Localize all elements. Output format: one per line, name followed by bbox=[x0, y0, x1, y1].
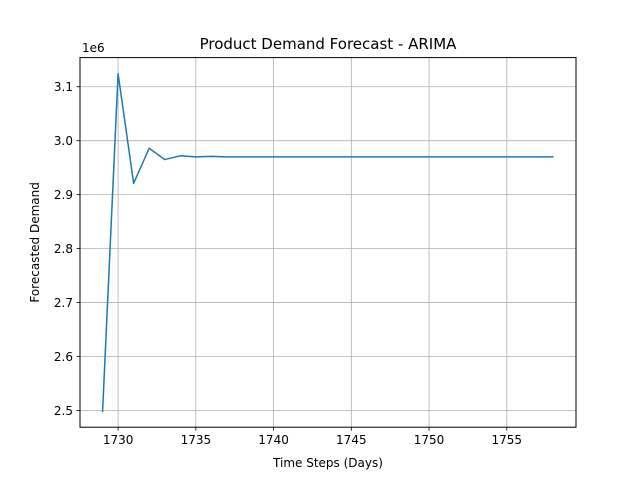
x-axis-label: Time Steps (Days) bbox=[272, 456, 383, 470]
x-tick-label: 1755 bbox=[492, 433, 523, 447]
x-axis: 1730 1735 1740 1745 1750 1755 bbox=[103, 427, 522, 447]
chart-title: Product Demand Forecast - ARIMA bbox=[200, 35, 458, 53]
y-offset-label: 1e6 bbox=[82, 41, 105, 55]
y-tick-label: 2.9 bbox=[54, 188, 73, 202]
y-tick-label: 2.6 bbox=[54, 350, 73, 364]
x-tick-label: 1745 bbox=[336, 433, 367, 447]
series-layer bbox=[101, 73, 554, 413]
x-tick-label: 1735 bbox=[181, 433, 212, 447]
y-tick-label: 2.7 bbox=[54, 296, 73, 310]
y-tick-label: 2.5 bbox=[54, 404, 73, 418]
x-tick-label: 1740 bbox=[258, 433, 289, 447]
y-axis: 2.5 2.6 2.7 2.8 2.9 3.0 3.1 bbox=[54, 80, 80, 418]
grid-lines bbox=[80, 57, 576, 428]
y-axis-label: Forecasted Demand bbox=[28, 182, 42, 302]
x-tick-label: 1730 bbox=[103, 433, 134, 447]
y-tick-label: 3.0 bbox=[54, 134, 73, 148]
y-tick-label: 3.1 bbox=[54, 80, 73, 94]
y-tick-label: 2.8 bbox=[54, 242, 73, 256]
forecast-line bbox=[101, 73, 554, 413]
plot-frame bbox=[79, 57, 577, 428]
x-tick-label: 1750 bbox=[414, 433, 445, 447]
